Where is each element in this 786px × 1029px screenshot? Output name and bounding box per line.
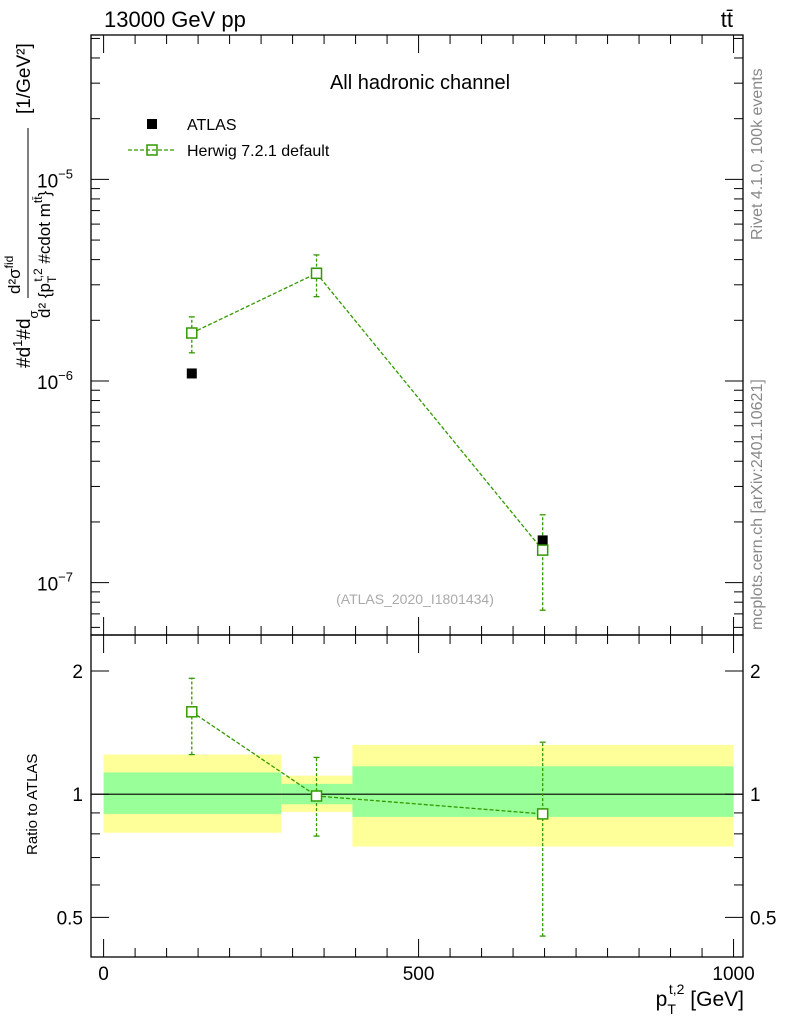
ratio-panel: 0.5 0.5 1 1 2 2 0 500 1000 [57, 634, 776, 985]
mcplots-label: mcplots.cern.ch [arXiv:2401.10621] [749, 379, 766, 630]
legend-atlas-label: ATLAS [187, 117, 237, 134]
main-ytick-label: 10−5 [37, 166, 73, 192]
ratio-herwig-point [186, 706, 198, 718]
main-ytick-label: 10−6 [37, 368, 73, 394]
ratio-ytick-label-right: 1 [750, 785, 761, 806]
ratio-ylabel: Ratio to ATLAS [24, 754, 41, 855]
legend: ATLAS Herwig 7.2.1 default [128, 117, 330, 160]
xtick-label: 500 [403, 964, 435, 985]
herwig-line [191, 272, 544, 551]
atlas-point [186, 368, 197, 379]
herwig-point [186, 327, 198, 339]
ratio-herwig-point [536, 808, 549, 820]
xlabel: pTt,2 [GeV] [656, 981, 744, 1017]
main-ytick-label: 10−7 [37, 570, 73, 596]
xtick-label: 1000 [712, 964, 754, 985]
ratio-frame [90, 634, 744, 958]
legend-herwig-marker [146, 144, 158, 156]
atlas-point [537, 535, 548, 546]
svg-text:[1/GeV²]: [1/GeV²] [14, 43, 35, 114]
ratio-ytick-label-left: 1 [72, 785, 83, 806]
energy-label: 13000 GeV pp [104, 7, 246, 32]
watermark: (ATLAS_2020_I1801434) [336, 591, 494, 607]
ratio-ytick-label-right: 2 [750, 662, 761, 683]
svg-text:#d1#dσ: #d1#dσ [10, 310, 41, 368]
legend-atlas-marker [147, 119, 157, 129]
svg-text:d²σfid: d²σfid [2, 256, 24, 294]
main-panel: 10−7 10−6 10−5 [37, 34, 744, 636]
ratio-herwig-point [310, 790, 323, 802]
main-title: All hadronic channel [330, 72, 510, 94]
rivet-label: Rivet 4.1.0, 100k events [749, 68, 766, 240]
ratio-ytick-label-left: 0.5 [57, 908, 83, 929]
ratio-stat-band [103, 772, 282, 814]
process-label: tt̄ [721, 7, 733, 32]
herwig-point [536, 544, 549, 556]
ratio-ytick-label-left: 2 [72, 662, 83, 683]
main-ylabel: #d1#dσ d²σfid d² {pTt,2 #cdot mtt̄} [1/G… [2, 43, 59, 368]
svg-text:d² {pTt,2 #cdot mtt̄}: d² {pTt,2 #cdot mtt̄} [31, 190, 59, 318]
legend-herwig-label: Herwig 7.2.1 default [187, 143, 330, 160]
herwig-point [310, 267, 323, 280]
ratio-ytick-label-right: 0.5 [750, 908, 776, 929]
xtick-label: 0 [98, 964, 109, 985]
